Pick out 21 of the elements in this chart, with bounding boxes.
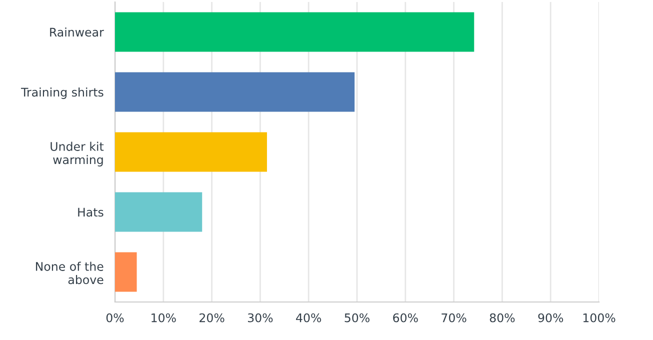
y-tick-label: None of the above — [36, 262, 104, 284]
bar — [115, 12, 474, 52]
x-tick-label: 20% — [200, 313, 224, 322]
y-tick-label: Training shirts — [20, 88, 104, 99]
x-tick-label: 0% — [106, 313, 124, 322]
bar — [115, 72, 355, 112]
bar — [115, 132, 267, 172]
x-tick-label: 70% — [442, 313, 466, 322]
x-tick-label: 40% — [296, 313, 322, 322]
x-tick-label: 60% — [393, 313, 418, 322]
x-tick-label: 100% — [583, 313, 616, 322]
bar — [115, 252, 137, 292]
x-tick-label: 90% — [538, 313, 564, 322]
y-tick-label: Hats — [78, 208, 104, 217]
x-tick-label: 50% — [344, 313, 370, 322]
y-tick-label: Rainwear — [50, 28, 104, 37]
y-tick-label: Under kit warming — [50, 142, 104, 166]
x-tick-label: 10% — [152, 313, 176, 322]
x-tick-label: 80% — [490, 313, 515, 322]
bar — [115, 192, 202, 232]
x-tick-label: 30% — [248, 313, 273, 322]
